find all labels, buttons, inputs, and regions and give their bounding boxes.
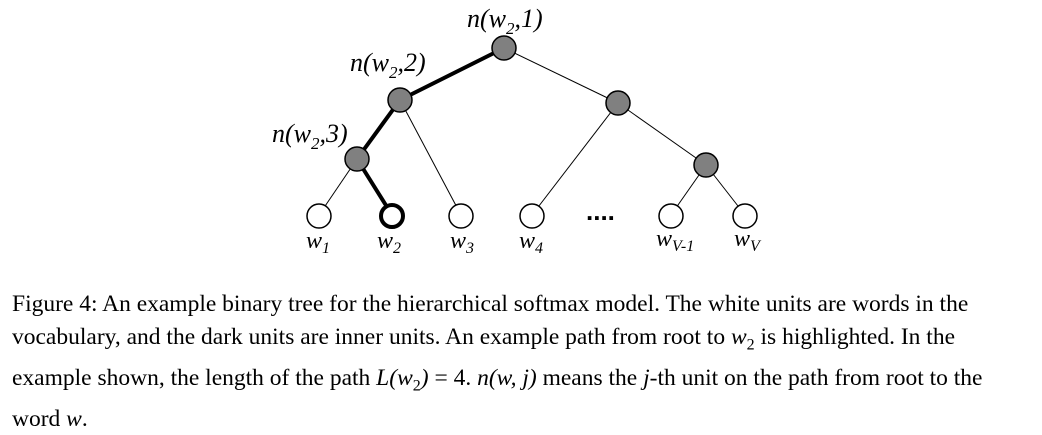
caption-end: . bbox=[81, 405, 88, 432]
leaf-label-w2: w2 bbox=[377, 228, 401, 257]
inner-node-root bbox=[491, 35, 517, 61]
inner-node-level3 bbox=[344, 146, 370, 172]
figure-caption: Figure 4: An example binary tree for the… bbox=[12, 288, 1032, 435]
caption-text-4: -th unit on the path from root to the wo… bbox=[12, 364, 983, 432]
binary-tree-diagram: .... n(w2,1) n(w2,2) n(w2,3) w1 w2 w3 w4… bbox=[272, 4, 762, 257]
label-level3: n(w2,3) bbox=[272, 119, 348, 153]
edge-n2-w3 bbox=[399, 99, 462, 216]
caption-w: w bbox=[66, 405, 82, 432]
edge-right-w4 bbox=[531, 102, 619, 216]
leaf-node-w3 bbox=[448, 203, 474, 229]
caption-equals: = 4. bbox=[428, 364, 478, 391]
caption-text-3: means the bbox=[536, 364, 644, 391]
caption-j: j bbox=[643, 364, 650, 391]
caption-text-1: An example binary tree for the hierarchi… bbox=[12, 291, 969, 350]
leaf-label-w4: w4 bbox=[519, 228, 543, 257]
label-level2: n(w2,2) bbox=[350, 48, 426, 82]
leaf-node-wv1 bbox=[658, 203, 684, 229]
leaf-label-wv1: wV-1 bbox=[656, 226, 694, 255]
edge-right-inner bbox=[617, 102, 707, 166]
leaf-node-w4 bbox=[519, 203, 545, 229]
caption-nwj: n(w, j) bbox=[477, 364, 537, 391]
leaf-label-w3: w3 bbox=[450, 228, 474, 257]
edge-root-right bbox=[503, 47, 619, 104]
leaves-ellipsis: .... bbox=[586, 196, 615, 226]
inner-node-level2 bbox=[387, 87, 413, 113]
label-root: n(w2,1) bbox=[467, 4, 543, 38]
leaf-label-wv: wV bbox=[734, 226, 762, 255]
caption-text-2: is highlighted. In the example shown, th… bbox=[12, 323, 956, 391]
leaf-node-wv bbox=[732, 203, 758, 229]
path-edge-root-n2 bbox=[398, 46, 506, 102]
leaf-label-w1: w1 bbox=[306, 228, 330, 257]
inner-node-right bbox=[605, 90, 631, 116]
caption-path-length: L(w2) bbox=[376, 364, 429, 395]
leaf-node-w1 bbox=[306, 203, 332, 229]
figure-label: Figure 4: bbox=[12, 291, 98, 317]
inner-node-right-lower bbox=[693, 152, 719, 178]
caption-w2: w2 bbox=[730, 323, 755, 354]
leaf-node-w2 bbox=[379, 203, 405, 229]
